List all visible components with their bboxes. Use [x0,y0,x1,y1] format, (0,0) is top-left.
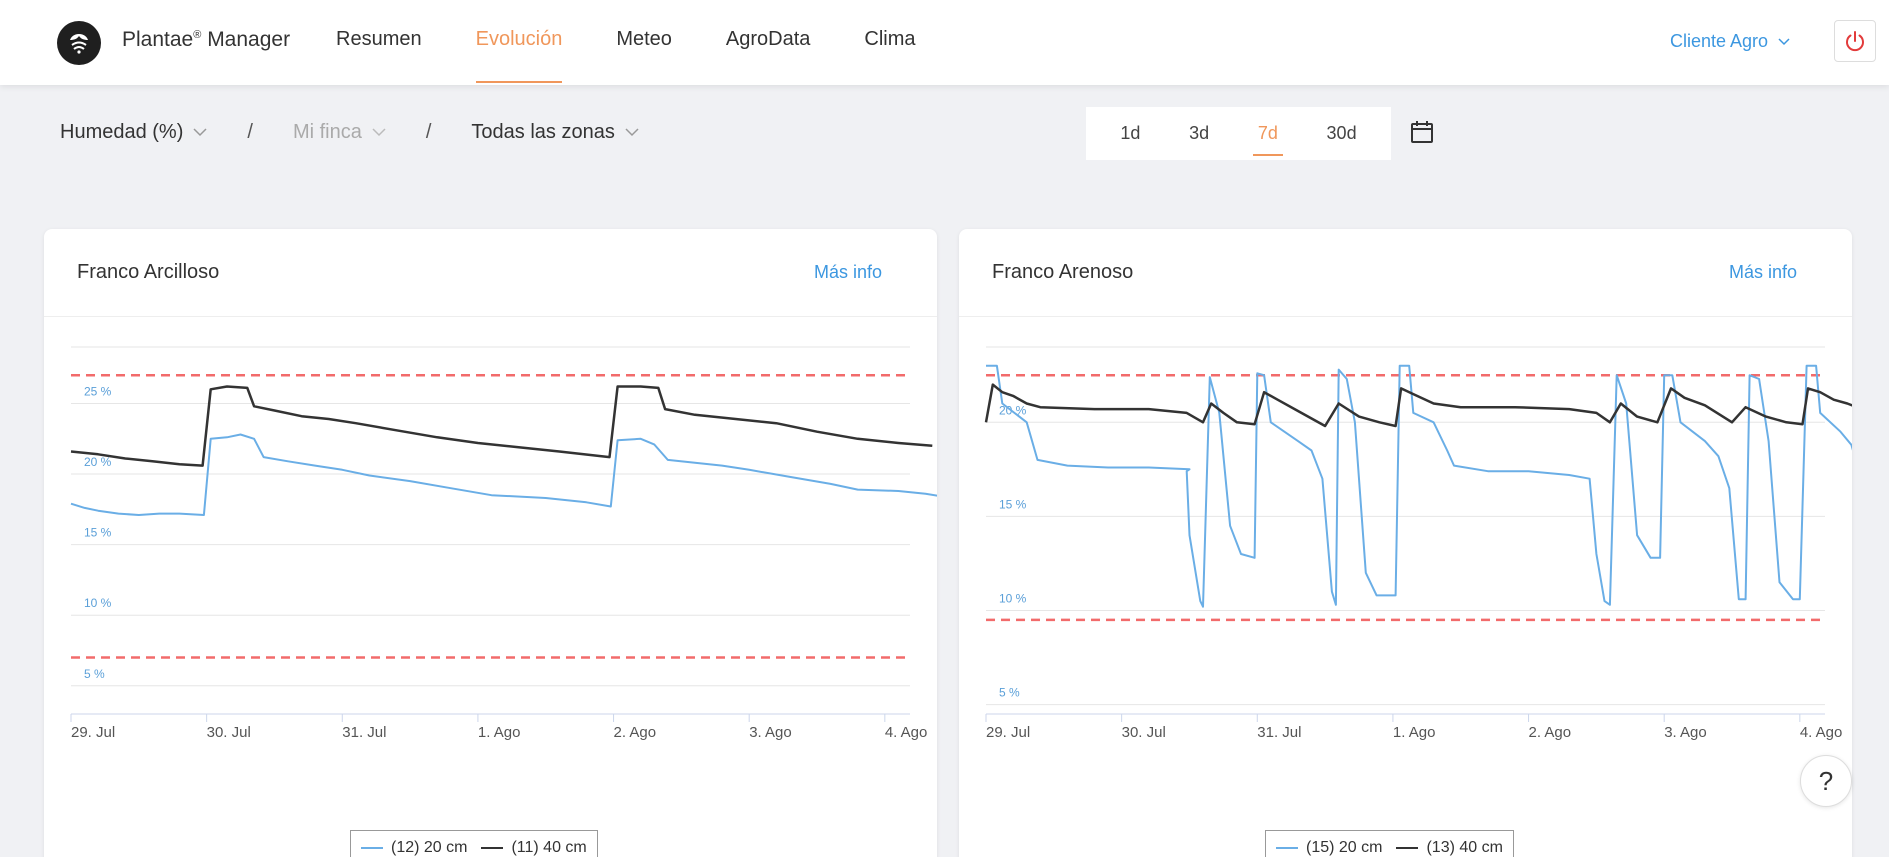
more-info-link[interactable]: Más info [1728,262,1797,282]
range-7d-button[interactable]: 7d [1252,123,1284,156]
y-tick-label: 15 % [999,497,1027,511]
card-header: Franco Arenoso Más info [959,229,1852,317]
chevron-down-icon [625,128,639,137]
y-tick-label: 5 % [84,667,105,681]
humidity-chart: 5 %10 %15 %20 %29. Jul 30. Jul 31. Jul 1. A… [984,346,1852,741]
more-info-link[interactable]: Más info [813,262,882,282]
legend-swatch [1276,847,1298,849]
nav-meteo[interactable]: Meteo [616,28,672,50]
brand-name: Plantae® Manager [122,28,290,52]
x-tick-label: 2. Ago [614,724,657,741]
chart-legend: (12) 20 cm (11) 40 cm [350,830,598,857]
brand-suffix: Manager [207,28,291,51]
x-tick-label: 3. Ago [1664,724,1707,741]
filter-separator: / [247,121,253,143]
metric-filter[interactable]: Humedad (%) [60,121,207,144]
farm-filter-label: Mi finca [292,121,362,143]
range-1d-button[interactable]: 1d [1120,123,1141,143]
farm-filter[interactable]: Mi finca [293,121,386,144]
x-tick-label: 4. Ago [885,724,928,741]
filter-separator: / [425,121,432,143]
series-line [984,383,1852,428]
chevron-down-icon [193,128,207,137]
chart-legend: (15) 20 cm (13) 40 cm [1265,830,1514,857]
legend-label: (13) 40 cm [1426,839,1503,856]
x-tick-label: 29. Jul [986,724,1030,741]
card-header: Franco Arcilloso Más info [44,229,937,317]
legend-label: (12) 20 cm [391,839,468,856]
series-line [70,433,937,516]
nav-resumen[interactable]: Resumen [336,28,422,50]
metric-filter-label: Humedad (%) [60,121,184,143]
x-tick-label: 3. Ago [749,724,792,741]
time-range-selector: 1d 3d 7d 30d [1086,107,1391,160]
chevron-down-icon [1778,37,1790,45]
main-nav: Resumen Evolución Meteo AgroData Clima [336,0,970,85]
legend-swatch [361,847,383,849]
x-tick-label: 2. Ago [1529,724,1572,741]
legend-item[interactable]: (12) 20 cm [361,839,467,857]
legend-label: (11) 40 cm [511,839,587,856]
legend-item[interactable]: (15) 20 cm [1276,839,1382,857]
series-line [70,385,933,467]
x-tick-label: 4. Ago [1800,724,1843,741]
y-tick-label: 25 % [84,384,112,398]
chart-card-franco-arcilloso: Franco Arcilloso Más info 5 % 10 % 15 % 20 … [44,229,937,857]
y-tick-label: 10 % [999,591,1027,605]
calendar-icon [1411,121,1433,143]
y-tick-label: 10 % [84,596,112,610]
humidity-chart: 5 % 10 % 15 % 20 % 25 % 29. Jul 30. Jul 31. Jul… [70,346,937,741]
legend-swatch [481,847,504,849]
plantae-logo-icon[interactable] [57,21,101,65]
x-tick-label: 31. Jul [1257,724,1301,741]
filter-bar: Humedad (%) / Mi finca / Todas las zonas [60,121,639,144]
range-3d-button[interactable]: 3d [1189,123,1210,143]
card-title: Franco Arenoso [992,261,1134,283]
x-tick-label: 31. Jul [342,724,386,741]
nav-agrodata[interactable]: AgroData [725,28,811,50]
chart-card-franco-arenoso: Franco Arenoso Más info 5 % 10 % 15 % 20 % 2… [959,229,1852,857]
top-navbar: Plantae® Manager Resumen Evolución Meteo… [0,0,1889,85]
legend-item[interactable]: (13) 40 cm [1396,839,1503,857]
client-label: Cliente Agro [1670,31,1769,51]
brand-name-text: Plantae [122,28,194,51]
range-30d-button[interactable]: 30d [1326,123,1357,143]
legend-item[interactable]: (11) 40 cm [481,839,587,857]
power-icon [1846,31,1864,52]
nav-clima[interactable]: Clima [864,28,916,50]
logout-button[interactable] [1834,20,1876,62]
zone-filter[interactable]: Todas las zonas [471,121,639,144]
zone-filter-label: Todas las zonas [471,121,615,143]
series-line [986,364,1852,608]
y-tick-label: 15 % [84,526,112,540]
y-tick-label: 20 % [84,455,112,469]
chevron-down-icon [372,128,386,137]
legend-label: (15) 20 cm [1306,839,1383,856]
calendar-button[interactable] [1410,120,1434,149]
x-tick-label: 1. Ago [1393,724,1436,741]
card-title: Franco Arcilloso [77,261,220,283]
x-tick-label: 30. Jul [207,724,251,741]
x-tick-label: 29. Jul [71,724,115,741]
nav-evolucion[interactable]: Evolución [475,0,562,85]
client-dropdown[interactable]: Cliente Agro [1670,31,1790,52]
legend-swatch [1396,847,1419,849]
y-tick-label: 5 % [999,686,1020,700]
x-tick-label: 1. Ago [478,724,521,741]
x-tick-label: 30. Jul [1122,724,1166,741]
registered-mark: ® [193,29,202,41]
help-button[interactable]: ? [1800,755,1852,807]
